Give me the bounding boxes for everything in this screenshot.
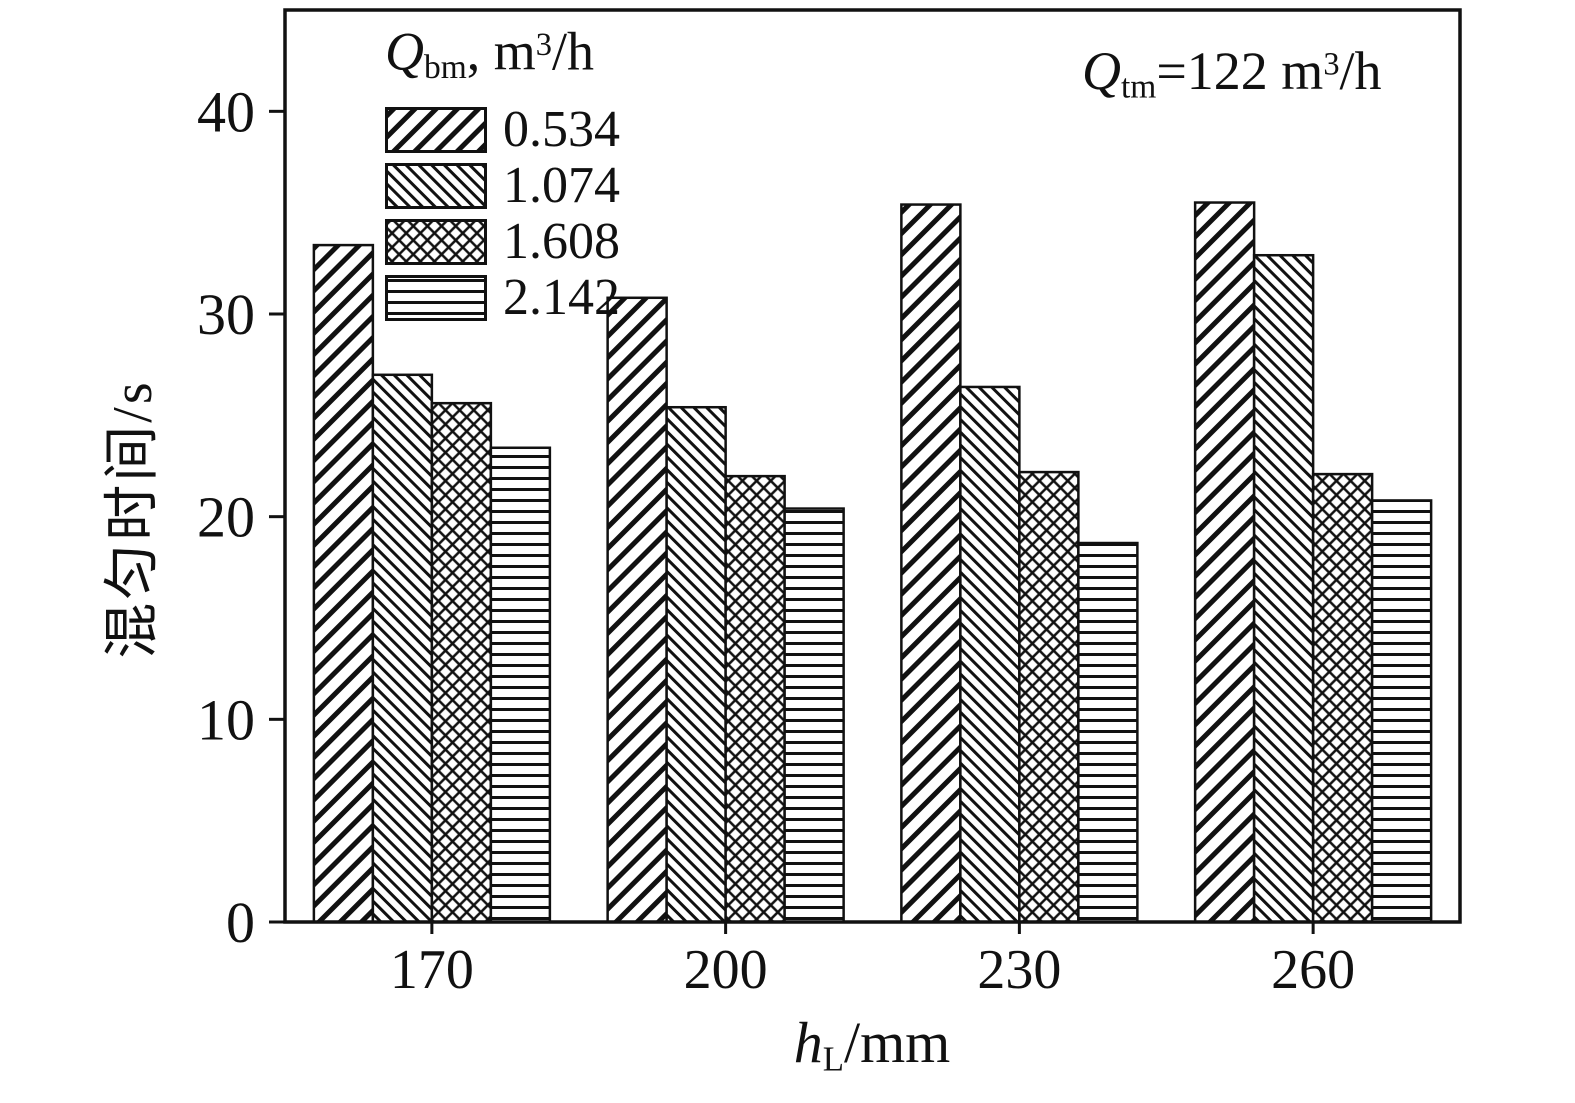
bar-230-2.142 [1077,541,1139,924]
annotation-unit: /h [1339,41,1382,101]
plot-frame [283,8,1462,924]
legend-label: 0.534 [503,100,620,158]
y-tick-label: 10 [197,687,255,752]
legend-label: 1.608 [503,212,620,270]
legend-title-sup: 3 [535,27,552,63]
legend-item: 0.534 [385,100,620,158]
bar-170-2.142 [489,446,552,924]
y-tick-label: 20 [197,485,255,550]
y-axis-title: 混匀时间/s [101,314,165,724]
y-tick-label: 40 [197,79,255,144]
annotation-eq: =122 m [1156,41,1324,101]
bar-230-1.074 [959,385,1021,924]
bar-230-1.608 [1018,470,1080,924]
bar-260-0.534 [1193,201,1256,924]
legend-title-unit: /h [552,21,595,82]
legend-title-sub: bm [424,48,467,86]
bar-170-1.608 [430,401,493,924]
y-tick-label: 30 [197,282,255,347]
bar-230-0.534 [900,203,962,924]
legend-title-q: Q [385,21,424,82]
legend-item: 2.142 [385,268,620,326]
legend-label: 2.142 [503,268,620,326]
bar-200-1.074 [665,405,727,924]
bar-200-2.142 [783,507,845,924]
bar-260-1.074 [1252,253,1315,924]
x-axis-title: hL/mm [672,1008,1072,1079]
x-tick-label: 200 [684,939,768,1001]
annotation-qtm: Qtm=122 m3/h [1082,40,1382,106]
annotation-q: Q [1082,41,1121,101]
legend-label: 1.074 [503,156,620,214]
legend-swatch-horizontal-icon [385,274,487,321]
legend-swatch-diag-up-icon [385,106,487,153]
x-tick-label: 170 [390,939,474,1001]
legend: Qbm, m3/h 0.534 1.074 1.608 2.142 [385,14,620,331]
x-tick-label: 260 [1271,939,1355,1001]
legend-swatch-crosshatch-icon [385,218,487,265]
annotation-sup: 3 [1323,46,1340,83]
x-axis-var-sub: L [822,1039,844,1079]
legend-item: 1.074 [385,156,620,214]
bar-200-1.608 [724,474,786,924]
x-axis-unit: /mm [843,1010,951,1075]
bar-260-2.142 [1370,499,1433,924]
annotation-sub: tm [1121,68,1157,106]
y-tick-label: 0 [226,890,255,955]
x-tick-label: 230 [977,939,1061,1001]
legend-title: Qbm, m3/h [385,14,620,99]
x-axis-var: h [793,1010,823,1075]
legend-title-rest: , m [466,21,536,82]
bar-170-1.074 [371,373,434,924]
legend-swatch-diag-down-icon [385,162,487,209]
legend-item: 1.608 [385,212,620,270]
bar-200-0.534 [606,296,668,924]
bar-170-0.534 [312,243,375,924]
y-axis-title-text: 混匀时间/s [102,379,164,659]
bar-260-1.608 [1311,472,1374,924]
